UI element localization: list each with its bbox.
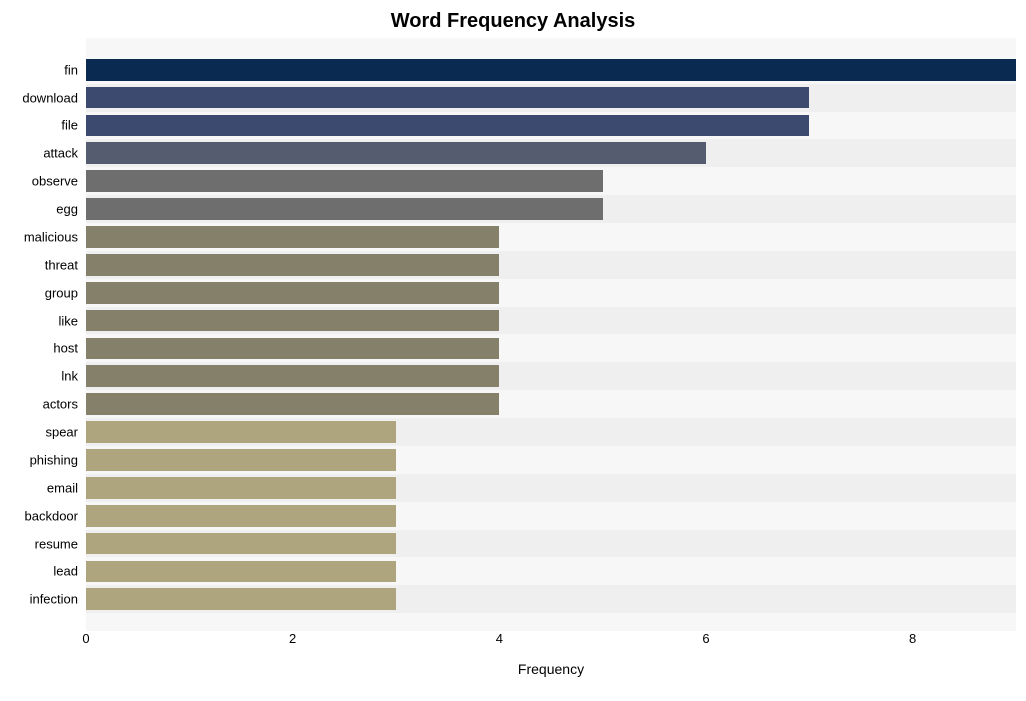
y-tick-label: threat xyxy=(45,257,78,272)
y-tick-label: attack xyxy=(43,146,78,161)
bar xyxy=(86,421,396,443)
y-tick-label: phishing xyxy=(30,452,78,467)
y-tick-label: lead xyxy=(53,564,78,579)
y-tick-label: lnk xyxy=(61,369,78,384)
bar xyxy=(86,533,396,555)
bar xyxy=(86,282,499,304)
y-tick-label: host xyxy=(53,341,78,356)
x-tick-label: 6 xyxy=(702,631,709,646)
y-tick-label: fin xyxy=(64,62,78,77)
plot-area xyxy=(86,38,1016,631)
x-tick-label: 8 xyxy=(909,631,916,646)
x-axis-label: Frequency xyxy=(518,661,584,677)
y-tick-label: file xyxy=(61,118,78,133)
y-tick-label: spear xyxy=(45,425,78,440)
bar xyxy=(86,393,499,415)
bar xyxy=(86,170,603,192)
y-tick-label: malicious xyxy=(24,229,78,244)
x-axis: Frequency 02468 xyxy=(86,631,1016,671)
bar xyxy=(86,310,499,332)
bar xyxy=(86,561,396,583)
x-tick-label: 0 xyxy=(82,631,89,646)
bar xyxy=(86,365,499,387)
y-axis-labels: fin download file attack observe egg malicious… xyxy=(0,38,82,631)
x-tick-label: 4 xyxy=(496,631,503,646)
y-tick-label: group xyxy=(45,285,78,300)
y-tick-label: like xyxy=(58,313,78,328)
bar xyxy=(86,87,809,109)
bar xyxy=(86,449,396,471)
bar xyxy=(86,226,499,248)
y-tick-label: resume xyxy=(35,536,78,551)
x-tick-label: 2 xyxy=(289,631,296,646)
bar xyxy=(86,477,396,499)
bar xyxy=(86,142,706,164)
y-tick-label: infection xyxy=(30,592,78,607)
y-tick-label: backdoor xyxy=(25,508,78,523)
bar xyxy=(86,588,396,610)
y-tick-label: actors xyxy=(43,397,78,412)
chart-title: Word Frequency Analysis xyxy=(10,10,1016,33)
bar xyxy=(86,59,1016,81)
y-tick-label: email xyxy=(47,480,78,495)
word-frequency-chart: Word Frequency Analysis fin download file a… xyxy=(0,0,1026,701)
bar xyxy=(86,505,396,527)
y-tick-label: download xyxy=(22,90,78,105)
bar xyxy=(86,338,499,360)
bar xyxy=(86,198,603,220)
bar xyxy=(86,254,499,276)
y-tick-label: observe xyxy=(32,174,78,189)
bar xyxy=(86,115,809,137)
y-tick-label: egg xyxy=(56,202,78,217)
